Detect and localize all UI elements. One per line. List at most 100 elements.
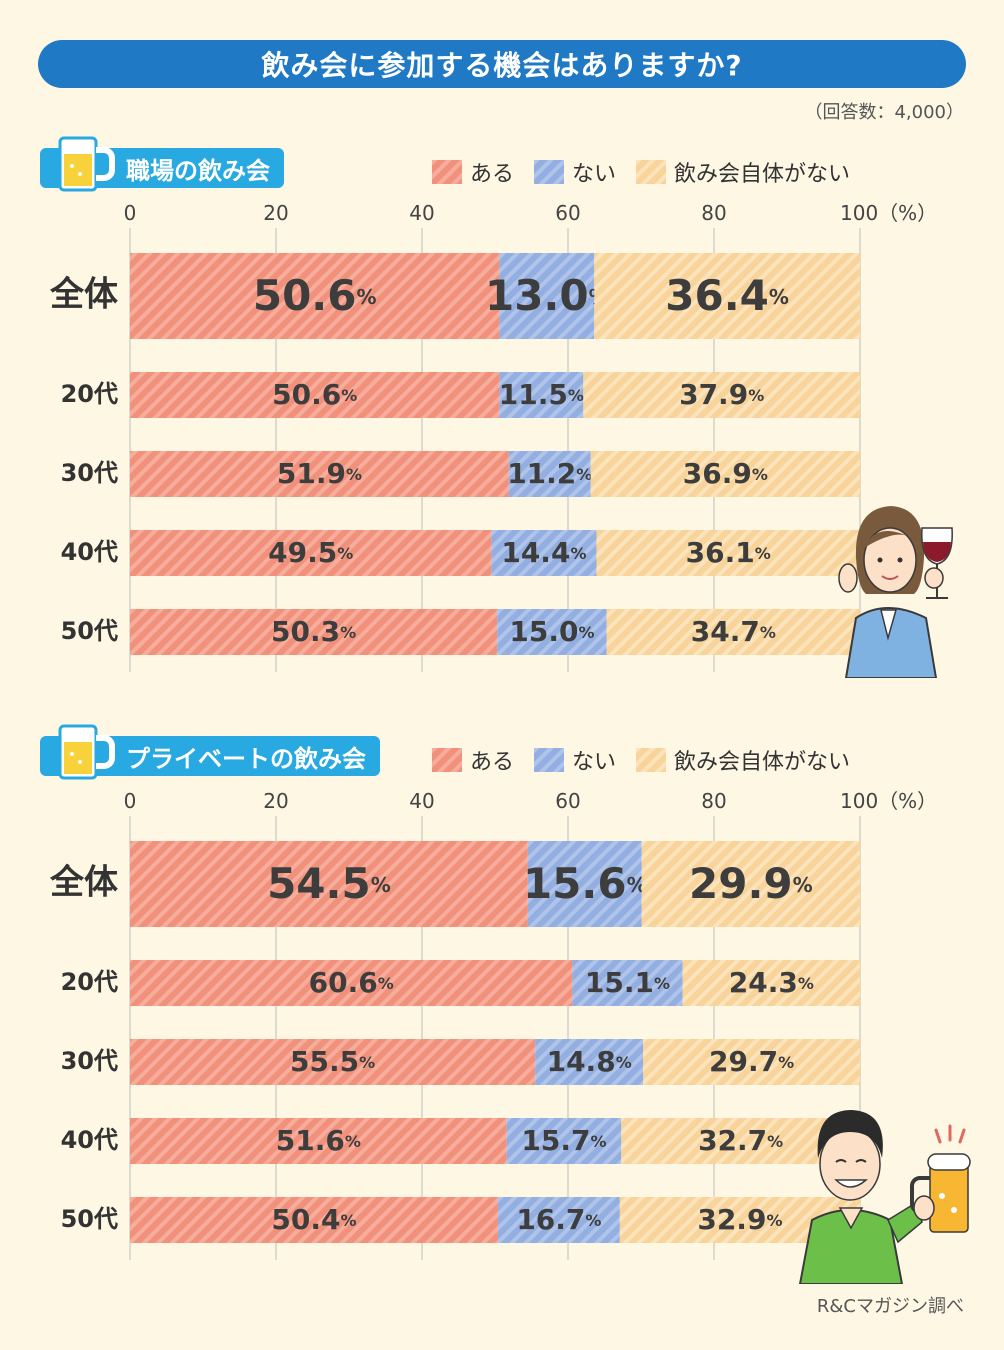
- bar-segment-aru: [130, 253, 500, 339]
- data-label: 49.5%: [268, 536, 353, 569]
- bar-segment-aru: [130, 960, 573, 1006]
- data-label: 11.2%: [507, 457, 592, 490]
- data-label: 32.7%: [698, 1124, 783, 1157]
- x-tick-label: 40: [409, 789, 434, 813]
- category-label: 30代: [61, 1047, 118, 1075]
- data-label: 50.3%: [271, 615, 356, 648]
- bar-segment-nai: [497, 609, 607, 655]
- legend-item-nashi: 飲み会自体がない: [636, 156, 850, 188]
- data-label: 14.4%: [501, 536, 586, 569]
- legend-label-aru: ある: [470, 162, 515, 187]
- woman-with-wine-illustration: [838, 506, 953, 678]
- data-label: 51.6%: [276, 1124, 361, 1157]
- stacked-bar-chart-private: 0 20 40 60 80 100（%） 全体 54.5% 15.6% 29.9% 20代 60.6%…: [49, 789, 937, 1260]
- legend-swatch-aru: [432, 748, 462, 772]
- bar-segment-aru: [130, 530, 492, 576]
- data-label: 16.7%: [516, 1203, 601, 1236]
- x-tick-label: 60: [555, 201, 580, 225]
- data-label: 50.4%: [271, 1203, 356, 1236]
- section-tag-private: プライベートの飲み会: [40, 724, 380, 780]
- legend-item-nashi: 飲み会自体がない: [636, 744, 850, 776]
- legend-item-nai: ない: [534, 744, 616, 776]
- bar-segment-nai: [497, 1197, 620, 1243]
- respondent-count: （回答数：4,000）: [804, 102, 964, 123]
- data-label: 37.9%: [679, 378, 764, 411]
- beer-mug-icon: [58, 724, 115, 780]
- bar-segment-nashi: [583, 372, 860, 418]
- bar-segment-nashi: [590, 451, 860, 497]
- bar-segment-aru: [130, 841, 528, 927]
- bar-segment-nashi: [641, 841, 860, 927]
- data-label: 15.0%: [509, 615, 594, 648]
- category-label: 40代: [61, 538, 118, 566]
- category-label: 全体: [49, 863, 118, 903]
- bar-segment-aru: [130, 1197, 498, 1243]
- bar-segment-nai: [508, 451, 591, 497]
- section-tag-workplace: 職場の飲み会: [40, 136, 284, 192]
- bar-segment-nai: [506, 1118, 622, 1164]
- bar-segment-aru: [130, 451, 509, 497]
- data-label: 29.9%: [689, 859, 813, 908]
- data-label: 24.3%: [729, 966, 814, 999]
- bar-segment-nai: [491, 530, 597, 576]
- data-label: 50.6%: [253, 271, 377, 320]
- bar-segment-nai: [499, 253, 595, 339]
- bar-segment-aru: [130, 1039, 536, 1085]
- data-label: 54.5%: [267, 859, 391, 908]
- data-label: 14.8%: [547, 1045, 632, 1078]
- legend-label-nai: ない: [572, 750, 617, 775]
- legend-label-nashi: 飲み会自体がない: [674, 750, 851, 775]
- legend-swatch-nashi: [636, 748, 667, 772]
- bar-segment-nashi: [682, 960, 860, 1006]
- x-tick-label: 80: [701, 789, 726, 813]
- x-tick-label: 60: [555, 789, 580, 813]
- data-label: 34.7%: [691, 615, 776, 648]
- survey-title: 飲み会に参加する機会はありますか?: [38, 40, 966, 88]
- category-label: 全体: [49, 275, 118, 315]
- bar-segment-nashi: [643, 1039, 860, 1085]
- x-tick-label: 0: [124, 201, 137, 225]
- category-label: 40代: [61, 1126, 118, 1154]
- data-label: 55.5%: [290, 1045, 375, 1078]
- legend-swatch-nai: [534, 748, 565, 772]
- x-tick-label: 80: [701, 201, 726, 225]
- data-label: 32.9%: [697, 1203, 782, 1236]
- data-label: 15.6%: [523, 859, 647, 908]
- man-with-beer-illustration: [798, 1110, 971, 1284]
- data-label: 36.4%: [665, 271, 789, 320]
- legend-swatch-aru: [432, 160, 462, 184]
- x-tick-label: 100（%）: [840, 201, 937, 225]
- bar-segment-nashi: [594, 253, 860, 339]
- category-label: 20代: [61, 968, 118, 996]
- data-label: 15.7%: [521, 1124, 606, 1157]
- legend: ある ない 飲み会自体がない: [432, 156, 870, 188]
- x-tick-label: 20: [263, 789, 288, 813]
- legend-item-nai: ない: [534, 156, 616, 188]
- data-label: 60.6%: [309, 966, 394, 999]
- bar-segment-aru: [130, 609, 498, 655]
- legend-item-aru: ある: [432, 744, 514, 776]
- x-tick-label: 40: [409, 201, 434, 225]
- bar-segment-aru: [130, 372, 500, 418]
- legend-label-aru: ある: [470, 750, 515, 775]
- bar-segment-nai: [535, 1039, 644, 1085]
- data-label: 15.1%: [585, 966, 670, 999]
- x-tick-label: 100（%）: [840, 789, 937, 813]
- legend-swatch-nashi: [636, 160, 667, 184]
- category-label: 50代: [61, 1205, 118, 1233]
- bar-segment-nai: [499, 372, 584, 418]
- x-tick-label: 20: [263, 201, 288, 225]
- beer-mug-icon: [58, 136, 115, 192]
- category-label: 30代: [61, 459, 118, 487]
- section-title: 職場の飲み会: [126, 156, 270, 185]
- chart-panel-private: プライベートの飲み会 ある ない 飲み会自体がない 0 20 40 60 80 100（%…: [0, 716, 1004, 1284]
- legend: ある ない 飲み会自体がない: [432, 744, 870, 776]
- section-title: プライベートの飲み会: [126, 744, 366, 773]
- data-label: 36.1%: [686, 536, 771, 569]
- legend-label-nashi: 飲み会自体がない: [674, 162, 851, 187]
- category-label: 20代: [61, 380, 118, 408]
- chart-panel-workplace: 職場の飲み会 ある ない 飲み会自体がない 0 20 40 60 80 100（%） 全体 5…: [0, 128, 1004, 688]
- data-label: 50.6%: [272, 378, 357, 411]
- data-label: 36.9%: [683, 457, 768, 490]
- x-tick-label: 0: [124, 789, 137, 813]
